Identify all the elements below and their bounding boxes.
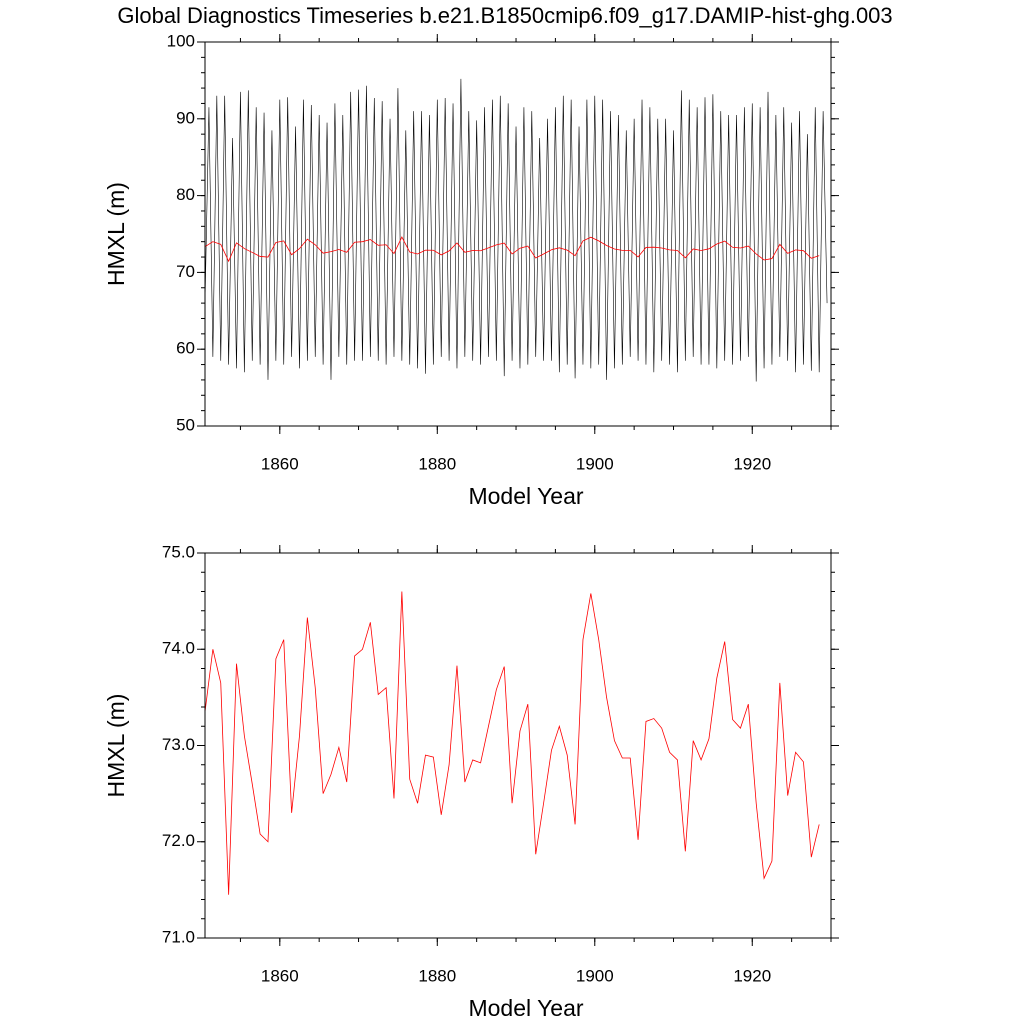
plot-frame (204, 41, 832, 427)
y-tick-label: 75.0 (162, 542, 195, 561)
x-tick-label: 1920 (733, 966, 771, 985)
y-axis-label: HMXL (m) (103, 694, 129, 798)
y-tick-label: 74.0 (162, 639, 195, 658)
y-tick-label: 70 (176, 262, 195, 281)
x-tick-label: 1860 (261, 454, 299, 473)
chart-title: Global Diagnostics Timeseries b.e21.B185… (117, 3, 892, 28)
y-tick-label: 80 (176, 185, 195, 204)
y-tick-label: 72.0 (162, 831, 195, 850)
y-axis-label: HMXL (m) (103, 182, 129, 286)
x-tick-label: 1880 (418, 966, 456, 985)
x-tick-label: 1920 (733, 454, 771, 473)
y-tick-label: 60 (176, 339, 195, 358)
y-tick-label: 73.0 (162, 735, 195, 754)
x-tick-label: 1880 (418, 454, 456, 473)
data-line (205, 78, 828, 382)
x-tick-label: 1860 (261, 966, 299, 985)
data-line (205, 236, 820, 263)
x-axis-label: Model Year (468, 995, 583, 1021)
y-tick-label: 100 (167, 31, 195, 50)
data-line (205, 591, 820, 895)
y-tick-label: 50 (176, 415, 195, 434)
y-tick-label: 90 (176, 108, 195, 127)
x-tick-label: 1900 (576, 454, 614, 473)
x-tick-label: 1900 (576, 966, 614, 985)
y-tick-label: 71.0 (162, 927, 195, 946)
x-axis-label: Model Year (468, 483, 583, 509)
